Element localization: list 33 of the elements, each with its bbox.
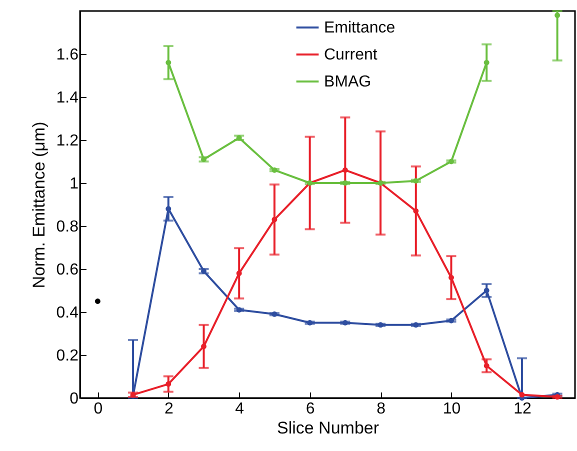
y-tick-label: 1.6 [56,46,79,64]
point [448,274,454,280]
x-tick-label: 6 [306,400,315,418]
y-axis-title: Norm. Emittance (μm) [29,122,48,288]
legend-label: Current [324,46,378,64]
point [484,363,490,368]
y-tick-label: 0.4 [56,304,79,322]
point [272,216,278,222]
x-tick-label: 8 [376,400,386,418]
point [94,298,100,304]
x-tick-label: 12 [514,400,532,418]
x-tick-label: 4 [235,400,244,418]
y-tick-label: 0.2 [56,348,79,364]
point [342,167,348,173]
legend-label: BMAG [324,74,372,90]
point [413,208,419,214]
y-tick-label: 1.4 [56,90,79,106]
point [519,392,525,398]
x-axis-title: Slice Number [276,418,380,438]
point [484,60,490,66]
x-tick-label: 0 [94,400,103,418]
y-tick-label: 1.2 [56,132,79,150]
x-tick-label: 2 [164,400,174,418]
y-tick-label: 1 [70,176,79,192]
point [236,270,242,276]
legend-label: Emittance [324,20,396,36]
x-tick-label: 10 [442,400,461,418]
point [554,12,560,18]
point [166,60,172,66]
y-tick-label: 0.8 [56,218,79,236]
point [166,381,172,387]
point [201,344,206,350]
y-tick-label: 0.6 [56,262,79,278]
